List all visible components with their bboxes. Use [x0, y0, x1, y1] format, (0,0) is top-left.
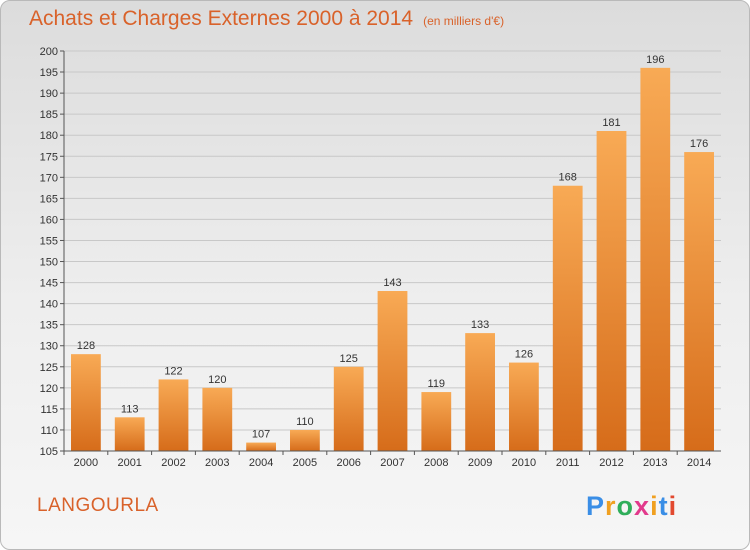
value-label: 168 — [559, 172, 577, 184]
y-tick-label: 195 — [40, 67, 58, 79]
bar-2003 — [202, 387, 233, 451]
y-tick-label: 120 — [40, 383, 58, 395]
bar-2011 — [552, 185, 583, 451]
commune-name: LANGOURLA — [37, 495, 159, 516]
logo-letter: P — [586, 491, 606, 521]
chart-title: Achats et Charges Externes 2000 à 2014 (e… — [29, 7, 504, 31]
proxiti-logo: Proxiti — [586, 491, 677, 522]
y-tick-label: 115 — [40, 404, 58, 416]
y-tick-label: 175 — [40, 151, 58, 163]
x-tick-label: 2006 — [336, 457, 360, 469]
bar-2002 — [158, 379, 189, 451]
y-tick-label: 185 — [40, 109, 58, 121]
logo-letter: x — [634, 491, 651, 521]
value-label: 133 — [471, 319, 489, 331]
y-tick-label: 165 — [40, 193, 58, 205]
x-tick-label: 2011 — [556, 457, 580, 469]
bar-2001 — [114, 417, 145, 451]
y-tick-label: 190 — [40, 88, 58, 100]
y-tick-label: 140 — [40, 299, 58, 311]
x-tick-label: 2013 — [643, 457, 667, 469]
bar-2014 — [684, 152, 714, 452]
logo-letter: r — [605, 491, 617, 521]
bar-2010 — [509, 362, 539, 451]
x-tick-label: 2012 — [599, 457, 623, 469]
logo-letter: o — [616, 491, 635, 521]
y-tick-label: 155 — [40, 235, 58, 247]
y-axis: 105 110 115 120 125 130 135 140 145 150 155 160 165 1… — [40, 46, 65, 458]
y-tick-label: 150 — [40, 257, 58, 269]
value-label: 196 — [646, 54, 664, 66]
bars: 128 113 122 120 107 110 125 143 119 133 126 168 181 1… — [71, 54, 714, 452]
x-tick-label: 2002 — [161, 457, 185, 469]
value-label: 143 — [383, 277, 401, 289]
x-tick-label: 2003 — [205, 457, 229, 469]
value-label: 120 — [208, 374, 226, 386]
value-label: 176 — [690, 138, 708, 150]
y-tick-label: 130 — [40, 341, 58, 353]
x-tick-label: 2014 — [687, 457, 711, 469]
value-label: 125 — [340, 353, 358, 365]
title-text: Achats et Charges Externes 2000 à 2014 — [29, 7, 414, 30]
value-label: 126 — [515, 349, 533, 361]
value-label: 122 — [164, 365, 182, 377]
value-label: 119 — [428, 378, 446, 390]
x-axis: 2000 2001 2002 2003 2004 2005 2006 2007 2008 2009… — [63, 450, 721, 469]
value-label: 181 — [602, 117, 620, 129]
bar-2009 — [465, 333, 495, 451]
bar-2004 — [246, 442, 276, 451]
logo-letter: t — [658, 491, 669, 521]
y-tick-label: 110 — [40, 425, 58, 437]
bar-2007 — [377, 291, 408, 451]
y-tick-label: 125 — [40, 362, 58, 374]
logo-letter: i — [668, 491, 678, 521]
y-tick-label: 160 — [40, 214, 58, 226]
x-tick-label: 2004 — [249, 457, 273, 469]
bar-2012 — [596, 131, 627, 451]
y-tick-label: 135 — [40, 320, 58, 332]
bar-2000 — [71, 354, 101, 451]
value-label: 110 — [296, 416, 314, 428]
logo-letter: i — [650, 491, 659, 521]
bar-2006 — [333, 366, 364, 451]
value-label: 128 — [77, 340, 95, 352]
y-tick-label: 200 — [40, 46, 58, 58]
bar-2008 — [421, 392, 452, 451]
bar-2013 — [640, 67, 671, 451]
x-tick-label: 2000 — [74, 457, 98, 469]
x-tick-label: 2009 — [468, 457, 492, 469]
x-tick-label: 2008 — [424, 457, 448, 469]
y-tick-label: 105 — [40, 446, 58, 458]
y-tick-label: 170 — [40, 172, 58, 184]
x-tick-label: 2007 — [380, 457, 404, 469]
value-label: 113 — [121, 403, 139, 415]
x-tick-label: 2001 — [117, 457, 141, 469]
title-unit: (en milliers d'€) — [423, 14, 505, 28]
value-label: 107 — [252, 429, 270, 441]
bar-2005 — [290, 429, 320, 451]
y-tick-label: 145 — [40, 278, 58, 290]
x-tick-label: 2010 — [512, 457, 536, 469]
y-tick-label: 180 — [40, 130, 58, 142]
x-tick-label: 2005 — [293, 457, 317, 469]
